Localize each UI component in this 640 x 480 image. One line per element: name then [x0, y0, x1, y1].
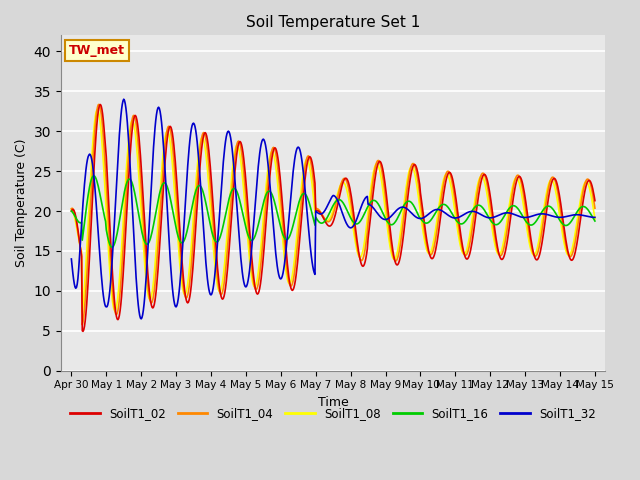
Title: Soil Temperature Set 1: Soil Temperature Set 1	[246, 15, 420, 30]
Y-axis label: Soil Temperature (C): Soil Temperature (C)	[15, 139, 28, 267]
X-axis label: Time: Time	[318, 396, 349, 409]
Legend: SoilT1_02, SoilT1_04, SoilT1_08, SoilT1_16, SoilT1_32: SoilT1_02, SoilT1_04, SoilT1_08, SoilT1_…	[65, 403, 601, 425]
Text: TW_met: TW_met	[69, 44, 125, 57]
